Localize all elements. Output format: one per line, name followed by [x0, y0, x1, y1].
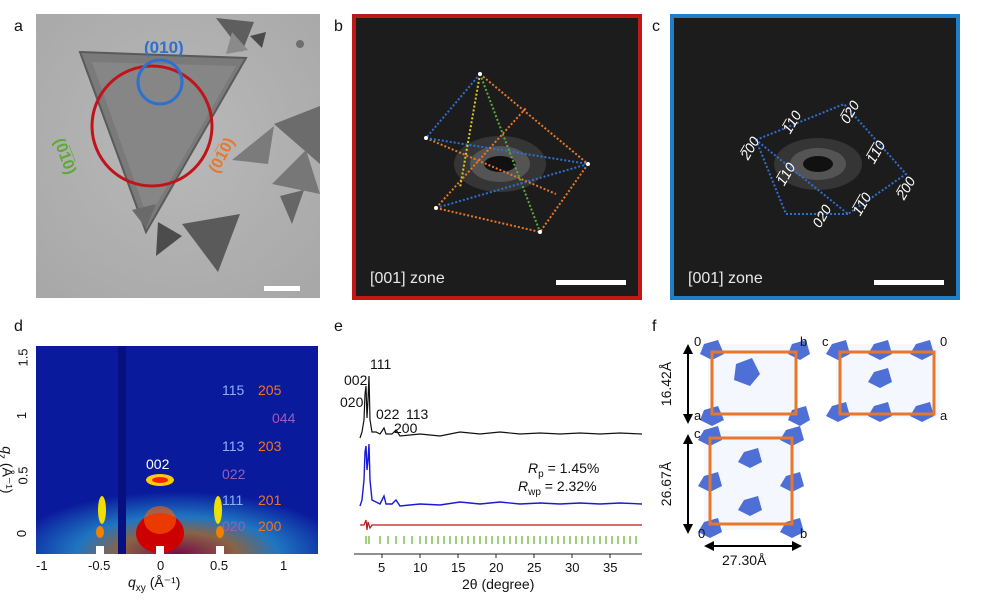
f-tl-a: a	[694, 408, 702, 423]
d-xtick-4: 1	[280, 558, 288, 573]
d-ytick-2: 1	[14, 411, 30, 420]
selected-area-circle-blue	[136, 58, 184, 106]
d-left-020: 020	[222, 518, 246, 534]
d-left-115: 115	[222, 382, 245, 398]
d-xtick-1: -0.5	[88, 558, 111, 573]
e-peak-022: 022	[376, 406, 400, 422]
panel-label-e: e	[334, 318, 343, 335]
d-ytick-1: 0.5	[15, 466, 31, 485]
d-left-113: 113	[222, 438, 245, 454]
d-right-201: 201	[258, 492, 282, 508]
d-right-044: 044	[272, 410, 296, 426]
f-structure-top-left	[683, 340, 810, 426]
e-difference-trace	[360, 519, 642, 531]
e-xtick-2: 15	[451, 560, 466, 575]
e-xtick-3: 20	[489, 560, 504, 575]
e-peak-002: 002	[344, 372, 368, 388]
f-tr-origin: 0	[940, 334, 948, 349]
f-tl-origin: 0	[694, 334, 702, 349]
zone-label-c: [001] zone	[688, 270, 763, 287]
panel-f-structures: 0 b a 16.42Å c 0 a c 0 b 26.67Å 27.30Å	[658, 320, 990, 601]
d-peak-002: 002	[146, 456, 170, 472]
f-tl-b: b	[800, 334, 808, 349]
panel-label-c: c	[652, 18, 660, 35]
panel-label-b: b	[334, 18, 343, 35]
d-mid-022: 022	[222, 466, 246, 482]
f-tl-dim: 16.42Å	[658, 361, 675, 407]
d-right-200: 200	[258, 518, 282, 534]
panel-c-saed-indexed: 2̅00 1̅10 0̅20 1̅1̅0 1̅10 2̅00 1̅1̅0 020…	[670, 14, 960, 300]
f-b-origin: 0	[698, 526, 706, 541]
d-ytick-3: 1.5	[15, 348, 31, 367]
e-peak-200: 200	[394, 420, 418, 436]
d-ylabel: qz (Å⁻¹)	[0, 446, 16, 494]
f-b-b: b	[800, 526, 808, 541]
d-xtick-3: 0.5	[210, 558, 229, 573]
e-rwp-label: Rwp = 2.32%	[518, 478, 597, 498]
e-xtick-6: 35	[603, 560, 618, 575]
f-tr-a: a	[940, 408, 948, 423]
f-b-dim-v: 26.67Å	[658, 461, 675, 507]
panel-e-xrd: 111 002 020 022 113 200 Rp = 1.45% Rwp =…	[340, 320, 650, 601]
panel-label-f: f	[652, 318, 657, 335]
index-010-label: (010)	[144, 38, 184, 57]
e-peak-111: 111	[370, 356, 392, 372]
e-peak-113: 113	[406, 406, 429, 422]
d-ytick-0: 0	[14, 529, 30, 538]
d-xtick-2: 0	[157, 558, 165, 573]
scale-bar-b	[556, 280, 626, 285]
scale-bar-c	[874, 280, 944, 285]
e-xtick-1: 10	[413, 560, 428, 575]
e-peak-020: 020	[340, 394, 364, 410]
panel-label-a: a	[14, 18, 23, 35]
d-right-205: 205	[258, 382, 282, 398]
e-xtick-0: 5	[378, 560, 386, 575]
f-b-dim-h: 27.30Å	[722, 552, 767, 568]
panel-b-saed: [001] zone	[352, 14, 642, 300]
scale-bar-a	[264, 286, 300, 291]
selected-area-circle-red	[90, 64, 214, 188]
e-calculated-trace	[359, 443, 643, 507]
e-xtick-4: 25	[527, 560, 542, 575]
panel-label-d: d	[14, 318, 23, 335]
panel-d-giwaxs: 002 115 113 111 020 022 205 044 203 201 …	[0, 320, 330, 601]
e-observed-trace	[359, 375, 643, 439]
d-xtick-0: -1	[36, 558, 48, 573]
f-structure-bottom	[683, 426, 804, 551]
e-rp-label: Rp = 1.45%	[528, 460, 600, 480]
f-b-c: c	[694, 426, 701, 441]
e-xtick-5: 30	[565, 560, 580, 575]
f-structure-top-right	[826, 340, 940, 422]
zone-label-b: [001] zone	[370, 270, 445, 287]
f-tr-c: c	[822, 334, 829, 349]
d-right-203: 203	[258, 438, 282, 454]
e-xlabel: 2θ (degree)	[462, 576, 535, 592]
d-left-111: 111	[222, 492, 244, 508]
panel-a-tem-image: (010) (0̅1̅0) (01̅0)	[36, 14, 320, 298]
d-xlabel: qxy (Å⁻¹)	[128, 574, 181, 594]
